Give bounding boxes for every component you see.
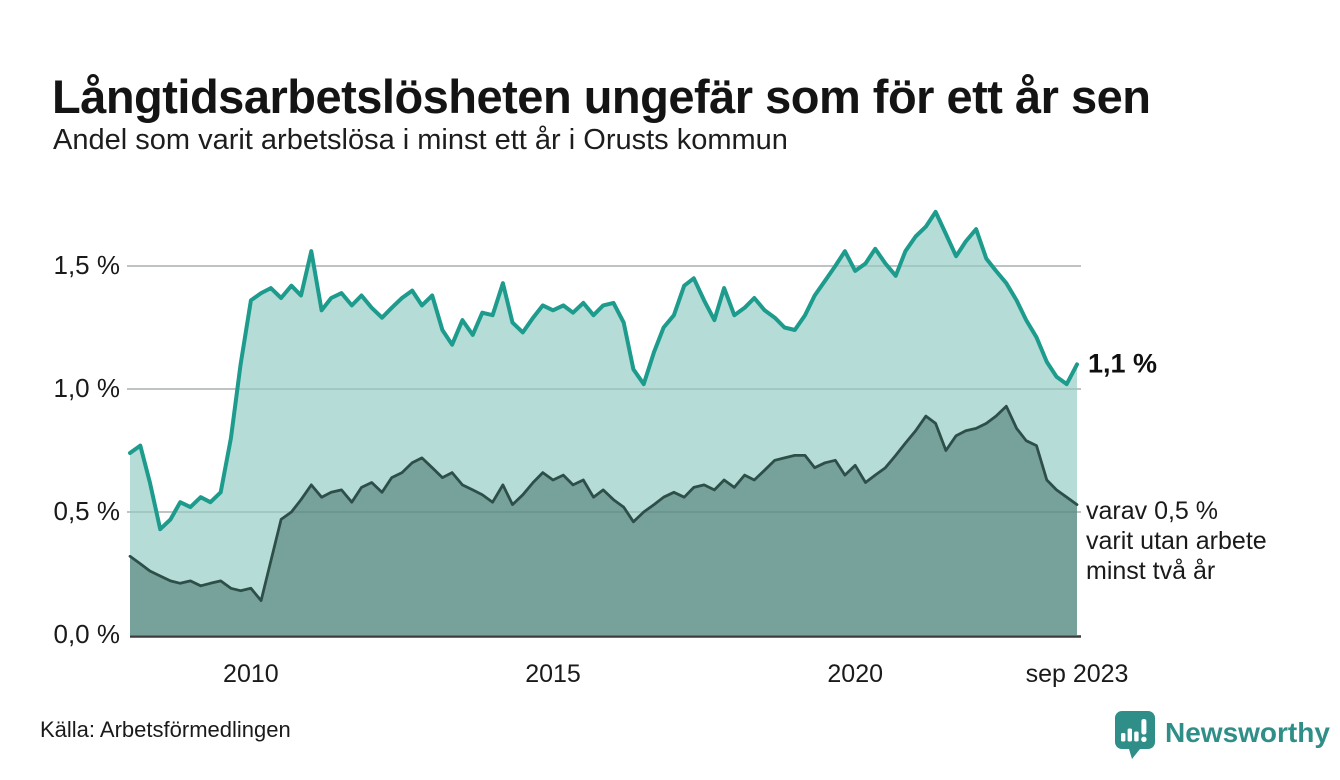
x-axis-label-2015: 2015: [525, 660, 581, 688]
x-axis-label-2020: 2020: [827, 660, 884, 688]
y-axis-label-15: 1,5 %: [53, 249, 121, 280]
series2-annotation-line2: varit utan arbete: [1086, 527, 1267, 555]
newsworthy-icon: [1115, 711, 1155, 759]
series2-annotation-line1: varav 0,5 %: [1086, 497, 1219, 525]
page-subtitle: Andel som varit arbetslösa i minst ett å…: [53, 124, 788, 156]
x-axis-label-sep2023: sep 2023: [1025, 660, 1129, 688]
y-axis-label-10: 1,0 %: [53, 372, 121, 403]
series2-annotation-line3: minst två år: [1086, 557, 1216, 585]
newsworthy-logo: Newsworthy: [1112, 710, 1330, 760]
y-axis-label-05: 0,5 %: [53, 495, 121, 526]
newsworthy-wordmark: Newsworthy: [1165, 717, 1330, 748]
series1-latest-value-label: 1,1 %: [1088, 348, 1158, 379]
page-title: Långtidsarbetslösheten ungefär som för e…: [52, 70, 1151, 124]
x-axis-label-2010: 2010: [223, 660, 279, 688]
source-note: Källa: Arbetsförmedlingen: [40, 717, 291, 742]
y-axis-label-0: 0,0 %: [53, 618, 121, 649]
series2-annotation: varav 0,5 % varit utan arbete minst två …: [1086, 496, 1267, 586]
